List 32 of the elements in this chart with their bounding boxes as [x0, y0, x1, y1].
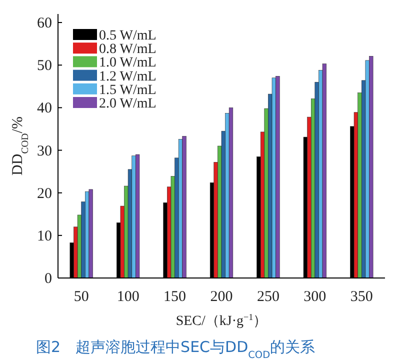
bar — [132, 156, 136, 278]
text: 图2 超声溶胞过程中SEC与DD$_{COD}$的关系 — [36, 338, 316, 360]
x-tick-label: 150 — [164, 289, 186, 305]
x-tick-label: 350 — [350, 289, 373, 305]
legend-label: 0.5 W/mL — [99, 28, 156, 44]
legend-label: 1.5 W/mL — [99, 82, 156, 98]
y-tick-label: 40 — [37, 100, 52, 117]
bar — [88, 189, 93, 278]
x-tick-label: 250 — [256, 289, 280, 305]
y-tick-label: 60 — [37, 16, 52, 32]
x-axis-title: SEC/（kJ·g$^{−1}$） — [176, 312, 268, 329]
y-tick-label: 20 — [37, 186, 52, 202]
y-tick-label: 30 — [37, 143, 52, 160]
legend-label: 0.8 W/mL — [99, 42, 156, 58]
y-tick-label: 10 — [37, 228, 52, 244]
x-tick-label: 300 — [304, 289, 326, 305]
bar — [272, 78, 276, 278]
x-tick-label: 200 — [210, 289, 233, 305]
y-tick-label: 50 — [37, 58, 52, 74]
bar — [369, 56, 374, 278]
bar — [276, 76, 280, 278]
bar — [136, 154, 140, 278]
x-tick-label: 100 — [116, 289, 140, 305]
x-tick-label: 50 — [74, 289, 89, 305]
bar — [182, 136, 186, 278]
bar — [322, 64, 326, 278]
legend-label: 1.2 W/mL — [99, 69, 156, 84]
bar — [228, 108, 234, 278]
legend-label: 2.0 W/mL — [99, 96, 156, 112]
y-tick-label: 0 — [44, 271, 52, 287]
bar — [365, 60, 370, 278]
legend-label: 1.0 W/mL — [99, 56, 156, 71]
